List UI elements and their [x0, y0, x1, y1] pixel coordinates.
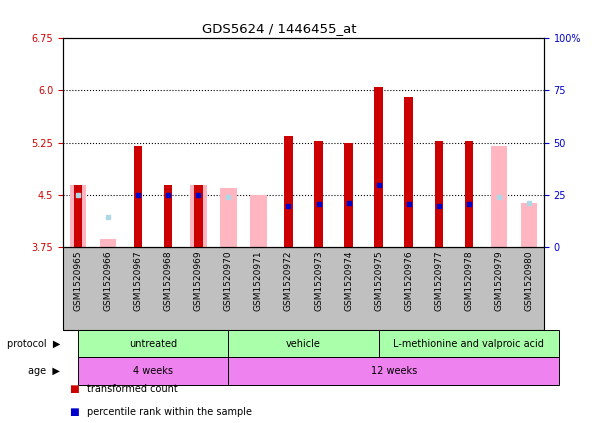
Text: vehicle: vehicle [286, 339, 321, 349]
Bar [70, 185, 87, 247]
Bar [284, 136, 293, 247]
Bar [250, 195, 267, 247]
Bar [465, 141, 473, 247]
Text: ■: ■ [69, 407, 79, 418]
Bar [374, 87, 383, 247]
Bar [190, 185, 207, 247]
Bar [100, 239, 117, 247]
Text: transformed count: transformed count [87, 384, 178, 394]
Text: age  ▶: age ▶ [28, 366, 60, 376]
Bar [435, 141, 443, 247]
Bar [194, 185, 203, 247]
Bar [74, 185, 82, 247]
Bar [520, 203, 537, 247]
Bar [344, 143, 353, 247]
Text: L-methionine and valproic acid: L-methionine and valproic acid [393, 339, 545, 349]
Text: 4 weeks: 4 weeks [133, 366, 173, 376]
Bar [164, 185, 172, 247]
Bar [134, 146, 142, 247]
Title: GDS5624 / 1446455_at: GDS5624 / 1446455_at [202, 22, 357, 36]
Bar [220, 188, 237, 247]
Bar [404, 97, 413, 247]
Bar [490, 146, 507, 247]
Text: ■: ■ [69, 384, 79, 394]
Text: percentile rank within the sample: percentile rank within the sample [87, 407, 252, 418]
Bar [314, 141, 323, 247]
Text: untreated: untreated [129, 339, 177, 349]
Text: 12 weeks: 12 weeks [371, 366, 416, 376]
Text: protocol  ▶: protocol ▶ [7, 339, 60, 349]
